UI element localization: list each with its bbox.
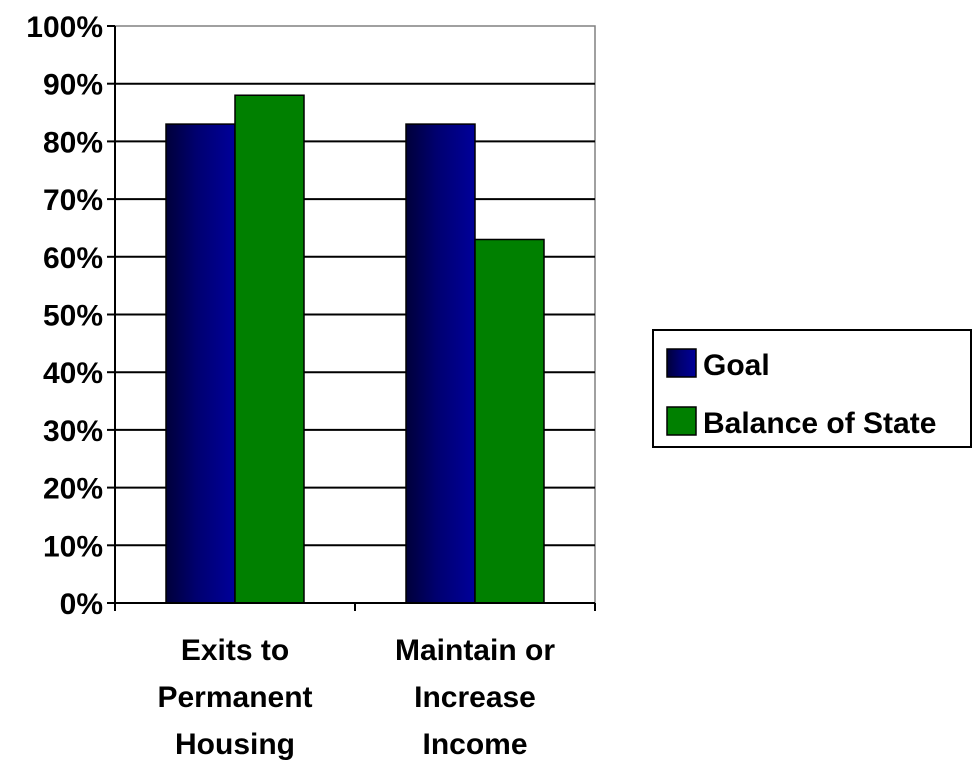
y-tick-label: 80%: [43, 126, 103, 159]
plot-area: 0% 10% 20% 30% 40% 50% 60% 70% 80% 90% 100% Exits t…: [26, 11, 596, 761]
x-category-label: Exits to Permanent Housing: [157, 634, 312, 761]
bar-balance-of-state: [234, 94, 305, 604]
x-category-label-line: Housing: [175, 728, 295, 761]
y-tick-label: 70%: [43, 184, 103, 217]
y-tick-label: 50%: [43, 300, 103, 333]
legend-label: Goal: [703, 349, 770, 382]
legend-label: Balance of State: [703, 407, 936, 440]
legend-swatch: [666, 406, 697, 436]
legend-box: [652, 329, 972, 448]
y-tick-label: 20%: [43, 473, 103, 506]
x-category-label: Maintain or Increase Income: [395, 634, 555, 761]
y-tick-label: 90%: [43, 69, 103, 102]
y-tick-label: 30%: [43, 415, 103, 448]
x-category-label-line: Exits to: [181, 634, 289, 667]
bar-balance-of-state: [474, 238, 545, 604]
x-category-label-line: Income: [422, 728, 527, 761]
y-tick-label: 60%: [43, 242, 103, 275]
legend: Goal Balance of State: [652, 329, 972, 448]
y-tick-label: 0%: [60, 588, 103, 621]
bar-goal: [405, 123, 476, 604]
y-tick-label: 10%: [43, 530, 103, 563]
x-category-label-line: Increase: [414, 681, 536, 714]
x-category-label-line: Maintain or: [395, 634, 555, 667]
bar-goal: [165, 123, 236, 604]
y-tick-label: 100%: [26, 11, 103, 44]
x-category-label-line: Permanent: [157, 681, 312, 714]
y-tick-label: 40%: [43, 357, 103, 390]
legend-swatch: [666, 348, 697, 378]
